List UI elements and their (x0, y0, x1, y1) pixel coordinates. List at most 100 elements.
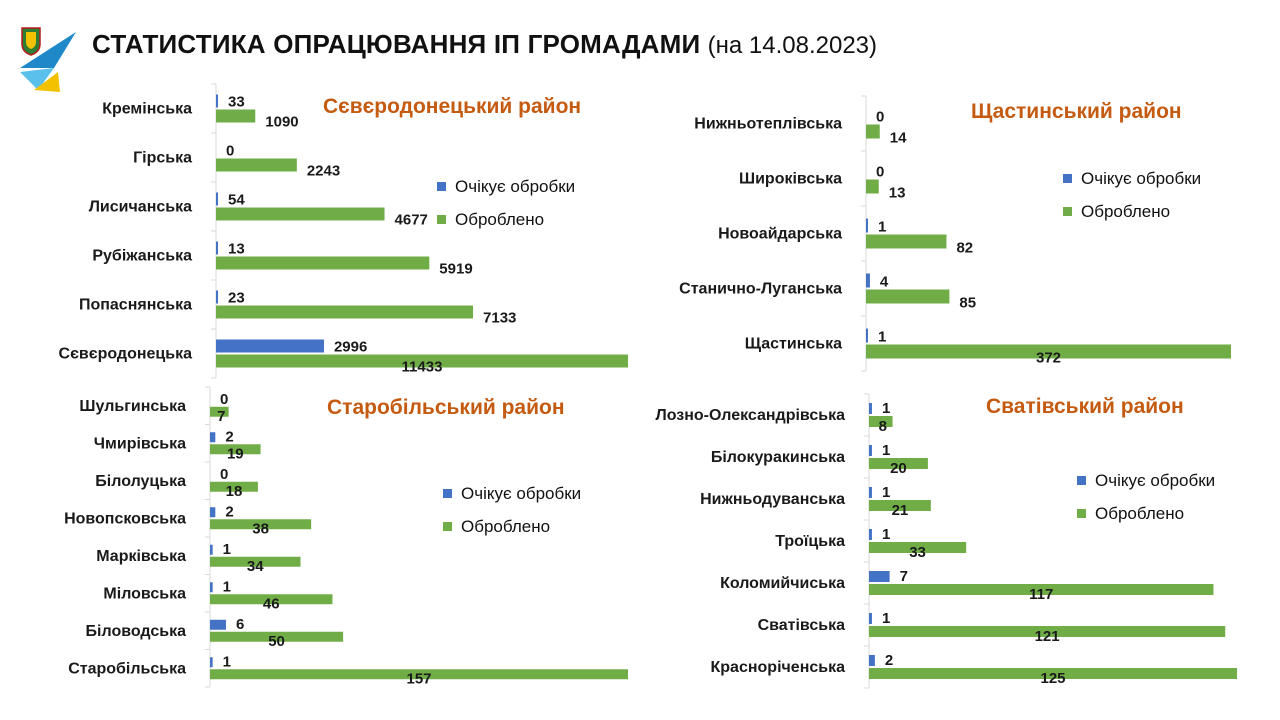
category-label: Новопсковська (64, 510, 186, 527)
data-label-pending: 1 (223, 653, 231, 670)
bar-pending (210, 657, 213, 668)
category-label: Старобільська (68, 660, 186, 677)
category-label: Сєвєродонецька (59, 346, 193, 363)
data-label-pending: 6 (236, 616, 244, 633)
legend-swatch-pending (1063, 174, 1072, 183)
bar-pending (210, 544, 213, 555)
category-label: Нижньодуванська (700, 491, 845, 508)
legend-item-pending: Очікує обробки (443, 477, 581, 510)
category-label: Гірська (133, 150, 192, 167)
legend-label-processed: Оброблено (1095, 503, 1185, 523)
bar-processed (210, 444, 261, 455)
bar-pending (210, 582, 213, 593)
bar-processed (216, 305, 474, 319)
category-label: Лисичанська (89, 199, 192, 216)
legend-label-processed: Оброблено (455, 209, 545, 229)
legend-item-processed: Оброблено (1077, 497, 1215, 530)
data-label-processed: 125 (1040, 670, 1065, 687)
chart-sievierodonetskyi: Кремінська 33 1090 Гірська 0 2243 Лисичанська 5… (0, 80, 640, 380)
chart-legend: Очікує обробки Оброблено (443, 477, 581, 543)
bar-processed (210, 481, 258, 492)
data-label-pending: 13 (228, 241, 245, 258)
bar-pending (869, 403, 872, 414)
bar-processed (210, 519, 312, 530)
chart-shchastynskyi: Нижньотеплівська 0 14 Широківська 0 13 Новоайд… (640, 90, 1280, 380)
data-label-pending: 1 (878, 219, 886, 236)
data-label-processed: 7 (217, 408, 225, 425)
data-label-processed: 1090 (265, 114, 298, 131)
legend-label-pending: Очікує обробки (461, 483, 582, 503)
bar-pending (216, 339, 324, 353)
data-label-processed: 19 (227, 445, 244, 462)
data-label-pending: 1 (882, 442, 890, 459)
chart-svativskyi: Лозно-Олександрівська 1 8 Білокуракинська 1 2… (640, 390, 1280, 690)
category-label: Рубіжанська (92, 248, 192, 265)
category-label: Марківська (96, 548, 186, 565)
legend-swatch-pending (437, 182, 446, 191)
chart-legend: Очікує обробки Оброблено (1063, 162, 1201, 228)
legend-swatch-pending (1077, 476, 1086, 485)
coat-of-arms-icon (21, 27, 41, 56)
category-label: Нижньотеплівська (694, 116, 842, 133)
bar-pending (869, 529, 872, 540)
category-label: Коломийчиська (720, 575, 845, 592)
bar-pending (216, 94, 218, 108)
bar-pending (869, 571, 890, 582)
data-label-processed: 117 (1029, 586, 1053, 603)
bar-processed (216, 207, 385, 221)
bar-processed (869, 542, 967, 553)
category-label: Біловодська (86, 623, 187, 640)
data-label-pending: 1 (223, 541, 231, 558)
bar-pending (866, 328, 868, 343)
category-label: Білолуцька (95, 473, 186, 490)
bar-processed (869, 584, 1214, 595)
bar-pending (216, 290, 218, 304)
data-label-processed: 157 (406, 670, 431, 687)
bar-processed (210, 594, 333, 605)
bar-pending (869, 613, 872, 624)
data-label-pending: 0 (220, 466, 228, 483)
legend-label-pending: Очікує обробки (455, 176, 576, 196)
bar-processed (869, 416, 893, 427)
oblast-logo (20, 27, 76, 92)
data-label-pending: 33 (228, 94, 245, 111)
page-title-date: (на 14.08.2023) (707, 32, 878, 59)
bar-processed (866, 344, 1231, 359)
bar-processed (869, 500, 931, 511)
data-label-pending: 0 (876, 164, 884, 181)
data-label-pending: 0 (226, 143, 234, 160)
region-title: Старобільський район (327, 396, 565, 419)
data-label-processed: 18 (226, 483, 243, 500)
category-label: Шульгинська (79, 398, 186, 415)
bar-processed (216, 109, 256, 123)
category-label: Широківська (739, 171, 842, 188)
data-label-processed: 4677 (395, 212, 428, 229)
data-label-processed: 34 (247, 558, 264, 575)
bar-processed (210, 631, 344, 642)
data-label-pending: 0 (220, 391, 228, 408)
chart-starobilskyi: Шульгинська 0 7 Чмирівська 2 19 Білолуцька 0 18 Н… (0, 385, 640, 690)
bar-processed (210, 669, 628, 680)
bar-processed (216, 158, 297, 172)
bar-processed (210, 406, 229, 417)
bar-processed (216, 354, 628, 368)
legend-label-pending: Очікує обробки (1081, 168, 1202, 188)
bar-pending (210, 619, 226, 630)
bar-pending (869, 487, 872, 498)
data-label-pending: 2 (225, 503, 233, 520)
data-label-pending: 2 (885, 652, 893, 669)
logo-yellow-swoosh (34, 72, 60, 92)
category-label: Сватівська (758, 617, 846, 634)
data-label-pending: 7 (900, 568, 908, 585)
data-label-pending: 1 (878, 329, 886, 346)
data-label-processed: 82 (956, 240, 973, 257)
data-label-pending: 0 (876, 109, 884, 126)
data-label-processed: 14 (890, 130, 907, 147)
data-label-pending: 1 (882, 400, 890, 417)
logo-blue-swoosh (20, 32, 76, 68)
category-label: Білокуракинська (711, 449, 845, 466)
data-label-processed: 20 (890, 460, 907, 477)
bar-processed (866, 234, 947, 249)
